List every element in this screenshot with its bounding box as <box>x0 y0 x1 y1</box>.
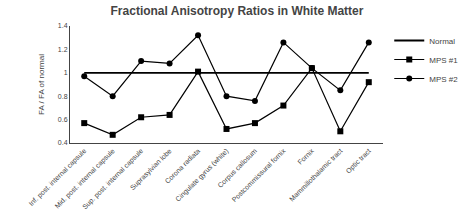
svg-text:Corpus callosum: Corpus callosum <box>216 147 259 190</box>
svg-text:1.2: 1.2 <box>58 46 68 53</box>
svg-text:0.4: 0.4 <box>58 139 68 146</box>
svg-text:Mid. post. internal capsule: Mid. post. internal capsule <box>53 147 116 210</box>
svg-text:Mammillothalamic tract: Mammillothalamic tract <box>288 147 344 203</box>
svg-text:Fractional Anisotropy Ratios i: Fractional Anisotropy Ratios in White Ma… <box>111 4 364 18</box>
svg-text:Suprasylvian lobe: Suprasylvian lobe <box>129 147 174 192</box>
svg-text:Cingulate gyrus (white): Cingulate gyrus (white) <box>174 147 230 203</box>
svg-text:1: 1 <box>64 69 68 76</box>
svg-text:Corona radiata: Corona radiata <box>164 147 202 185</box>
svg-text:FA / FA of normal: FA / FA of normal <box>37 54 46 115</box>
svg-text:Fornix: Fornix <box>296 147 315 166</box>
svg-text:0.8: 0.8 <box>58 93 68 100</box>
svg-text:Sup. post. internal capsule: Sup. post. internal capsule <box>81 147 145 211</box>
svg-text:Postcommissural fornix: Postcommissural fornix <box>230 147 286 203</box>
svg-text:Inf. post. internal capsule: Inf. post. internal capsule <box>27 147 88 208</box>
svg-text:Normal: Normal <box>429 37 455 46</box>
svg-text:Optic tract: Optic tract <box>344 147 372 175</box>
svg-text:0.6: 0.6 <box>58 116 68 123</box>
svg-text:MPS #2: MPS #2 <box>429 75 458 84</box>
svg-text:1.4: 1.4 <box>58 22 68 29</box>
svg-text:MPS #1: MPS #1 <box>429 56 458 65</box>
